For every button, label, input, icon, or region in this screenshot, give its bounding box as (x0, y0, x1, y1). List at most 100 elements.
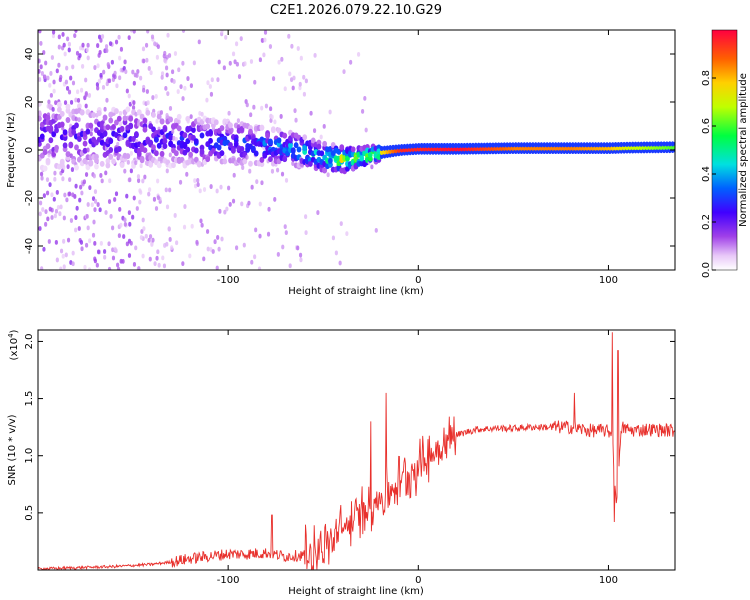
heatmap-cell (219, 184, 223, 190)
heatmap-cell (667, 141, 672, 147)
heatmap-cell (233, 59, 237, 65)
heatmap-cell (104, 170, 108, 176)
heatmap-cell (262, 52, 266, 58)
heatmap-cell (74, 97, 78, 103)
heatmap-cell (345, 231, 349, 236)
heatmap-cell (259, 156, 265, 163)
heatmap-cell (216, 144, 222, 151)
heatmap-cell (38, 58, 41, 64)
heatmap-cell (533, 142, 538, 148)
heatmap-cell (209, 247, 213, 252)
heatmap-cell (302, 134, 308, 141)
heatmap-cell (92, 173, 96, 179)
heatmap-cell (55, 257, 59, 263)
heatmap-cell (106, 62, 110, 67)
heatmap-cell (100, 178, 104, 184)
heatmap-cell (151, 111, 156, 118)
heatmap-cell (539, 142, 544, 148)
heatmap-cell (250, 259, 254, 265)
heatmap-cell (59, 266, 63, 270)
heatmap-cell (338, 260, 342, 266)
heatmap-cell (111, 247, 115, 253)
heatmap-cell (52, 88, 56, 94)
heatmap-cell (78, 53, 82, 58)
heatmap-cell (247, 200, 251, 206)
heatmap-cell (118, 110, 123, 116)
heatmap-cell (114, 248, 118, 254)
heatmap-cell (502, 142, 507, 148)
heatmap-cell (117, 34, 121, 40)
heatmap-cell (287, 33, 291, 39)
heatmap-cell (38, 68, 41, 74)
heatmap-cell (54, 208, 59, 214)
heatmap-cell (193, 147, 199, 154)
heatmap-cell (64, 79, 69, 85)
heatmap-cell (122, 234, 126, 239)
heatmap-cell (258, 233, 262, 239)
heatmap-cell (103, 106, 107, 112)
heatmap-cell (50, 215, 54, 220)
heatmap-cell (258, 57, 262, 63)
heatmap-cell (99, 173, 103, 178)
heatmap-cell (147, 237, 151, 243)
snr-y-scale-base: (x10 (9, 338, 20, 361)
heatmap-cell (290, 43, 294, 49)
heatmap-cell (168, 134, 174, 141)
heatmap-cell (74, 183, 78, 189)
heatmap-cell (79, 184, 83, 190)
heatmap-cell (545, 142, 549, 148)
heatmap-cell (419, 142, 424, 149)
heatmap-cell (68, 177, 72, 182)
heatmap-cell (105, 81, 109, 87)
heatmap-cell (313, 52, 317, 58)
heatmap-cell (123, 168, 127, 174)
heatmap-cell (468, 142, 472, 148)
heatmap-cell (142, 58, 146, 64)
heatmap-cell (439, 142, 444, 149)
heatmap-cell (151, 95, 155, 100)
heatmap-cell (84, 242, 89, 248)
heatmap-cell (62, 129, 68, 136)
heatmap-cell (82, 179, 87, 185)
heatmap-cell (142, 117, 148, 124)
heatmap-cell (459, 142, 464, 149)
heatmap-cell (84, 103, 88, 109)
heatmap-cell (157, 262, 161, 268)
heatmap-cell (493, 142, 498, 148)
heatmap-cell (71, 192, 75, 198)
heatmap-cell (171, 129, 175, 134)
heatmap-cell (602, 142, 606, 148)
heatmap-cell (42, 165, 48, 172)
heatmap-cell (451, 142, 455, 149)
heatmap-cell (134, 131, 139, 138)
heatmap-cell (150, 34, 155, 40)
heatmap-cell (129, 168, 133, 174)
heatmap-cell (62, 215, 66, 221)
heatmap-cell (164, 85, 168, 91)
heatmap-cell (292, 75, 296, 81)
heatmap-cell (582, 142, 587, 148)
heatmap-cell (100, 34, 105, 39)
heatmap-cell (48, 82, 52, 88)
heatmap-cell (513, 142, 518, 148)
heatmap-cell (75, 205, 79, 211)
heatmap-cell (86, 42, 90, 48)
heatmap-cell (408, 143, 413, 149)
heatmap-cell (39, 133, 45, 140)
heatmap-cell (613, 142, 618, 148)
heatmap-cell (322, 140, 328, 147)
heatmap-cell (87, 93, 92, 98)
heatmap-cell (125, 193, 129, 199)
y-tick-label: 0.5 (24, 505, 35, 521)
heatmap-cell (202, 187, 207, 192)
heatmap-cell (116, 115, 122, 122)
heatmap-cell (391, 148, 395, 154)
heatmap-cell (84, 92, 88, 98)
heatmap-cell (639, 141, 644, 147)
heatmap-cell (454, 142, 458, 149)
heatmap-cell (108, 117, 114, 124)
heatmap-cell (296, 245, 300, 251)
heatmap-cell (233, 140, 239, 147)
heatmap-cell (662, 141, 666, 147)
heatmap-cell (102, 130, 108, 137)
